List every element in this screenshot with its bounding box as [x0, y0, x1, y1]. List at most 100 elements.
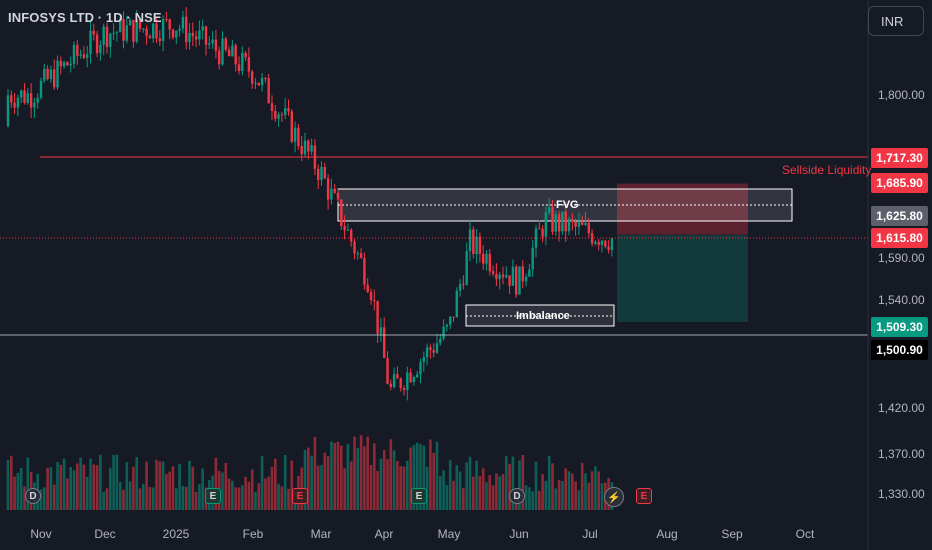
volume-bar: [594, 466, 597, 510]
candle-body: [6, 95, 10, 127]
volume-bar: [82, 464, 86, 510]
volume-bar: [109, 467, 112, 510]
volume-bar: [406, 460, 409, 510]
volume-bar: [508, 464, 511, 510]
candle-body: [49, 69, 53, 79]
candle-body: [175, 30, 178, 38]
candle-body: [564, 211, 567, 232]
earnings-marker[interactable]: E: [292, 488, 308, 504]
candle-body: [86, 54, 89, 58]
earnings-marker[interactable]: E: [411, 488, 427, 504]
volume-bar: [392, 450, 396, 510]
volume-bar: [280, 486, 284, 510]
candle-body: [468, 229, 472, 251]
volume-bar: [557, 479, 561, 510]
candle-body: [442, 326, 445, 339]
volume-bar: [330, 441, 333, 510]
volume-bar: [561, 480, 564, 510]
volume-bar: [198, 484, 201, 510]
candle-body: [333, 188, 336, 193]
volume-bar: [379, 458, 383, 510]
candle-body: [379, 327, 383, 334]
price-tick: 1,590.00: [878, 251, 925, 265]
volume-bar: [458, 471, 462, 510]
candle-body: [161, 19, 165, 42]
lightning-icon[interactable]: ⚡: [604, 487, 624, 507]
candle-body: [373, 300, 376, 302]
candle-body: [538, 228, 541, 230]
candle-body: [376, 300, 379, 334]
volume-bar: [518, 460, 521, 510]
candle-body: [95, 34, 99, 54]
candle-body: [13, 102, 16, 108]
volume-bar: [128, 481, 132, 510]
candle-body: [317, 168, 320, 181]
candle-body: [462, 283, 465, 285]
candle-body: [524, 276, 528, 282]
earnings-marker[interactable]: E: [205, 488, 221, 504]
volume-bar: [366, 436, 369, 510]
candle-body: [320, 166, 323, 181]
candle-body: [350, 229, 353, 242]
candle-body: [208, 43, 211, 45]
candle-body: [284, 108, 287, 115]
candle-body: [165, 19, 168, 21]
volume-bar: [76, 463, 79, 510]
volume-bar: [264, 478, 267, 510]
volume-bar: [118, 481, 122, 510]
volume-bar: [425, 466, 429, 510]
candle-body: [290, 111, 293, 142]
volume-bar: [201, 468, 204, 510]
volume-bar: [224, 462, 228, 510]
volume-bar: [59, 464, 63, 510]
volume-bar: [62, 458, 66, 510]
volume-bar: [241, 485, 244, 510]
candle-body: [482, 253, 485, 264]
volume-bar: [231, 480, 234, 510]
candle-body: [247, 57, 251, 72]
candle-body: [472, 229, 475, 255]
candle-body: [343, 225, 346, 231]
candle-body: [221, 38, 224, 65]
earnings-marker[interactable]: E: [636, 488, 652, 504]
volume-bar: [333, 442, 336, 510]
sellside-liquidity-label: Sellside Liquidity: [782, 163, 872, 177]
candle-body: [581, 222, 584, 225]
candle-body: [76, 44, 79, 56]
volume-bar: [13, 476, 16, 510]
volume-bar: [389, 439, 393, 510]
candle-body: [234, 45, 237, 65]
candle-body: [53, 69, 56, 88]
volume-bar: [465, 462, 468, 510]
volume-bar: [313, 437, 317, 510]
volume-bar: [188, 460, 191, 510]
candle-body: [171, 29, 175, 38]
currency-selector[interactable]: INR: [868, 6, 924, 36]
dividend-marker[interactable]: D: [509, 488, 525, 504]
candle-body: [82, 54, 86, 58]
candle-body: [244, 52, 247, 58]
time-tick: Apr: [374, 527, 394, 541]
volume-bar: [455, 465, 459, 510]
candle-body: [604, 240, 607, 247]
candle-body: [92, 30, 95, 35]
volume-bar: [115, 454, 119, 510]
volume-bar: [567, 471, 571, 510]
price-tick: 1,800.00: [878, 88, 925, 102]
volume-bar: [382, 449, 386, 510]
candle-body: [501, 274, 505, 278]
candle-body: [43, 68, 46, 81]
volume-bar: [481, 468, 485, 510]
candle-body: [194, 36, 198, 40]
dividend-marker[interactable]: D: [25, 488, 41, 504]
volume-bar: [488, 475, 492, 510]
horizontal-levels: [0, 156, 868, 336]
volume-bar: [66, 478, 69, 510]
candle-body: [392, 374, 396, 388]
candle-body: [439, 338, 442, 344]
volume-bar: [310, 455, 313, 510]
candle-body: [557, 214, 561, 232]
candle-body: [72, 44, 76, 64]
candle-body: [270, 103, 274, 112]
